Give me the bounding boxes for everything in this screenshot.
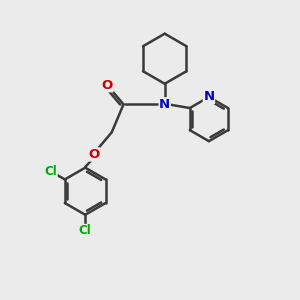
Text: N: N [203,91,214,103]
Text: Cl: Cl [79,224,92,238]
Text: O: O [102,79,113,92]
Text: N: N [159,98,170,111]
Text: Cl: Cl [44,165,57,178]
Text: O: O [88,148,100,161]
